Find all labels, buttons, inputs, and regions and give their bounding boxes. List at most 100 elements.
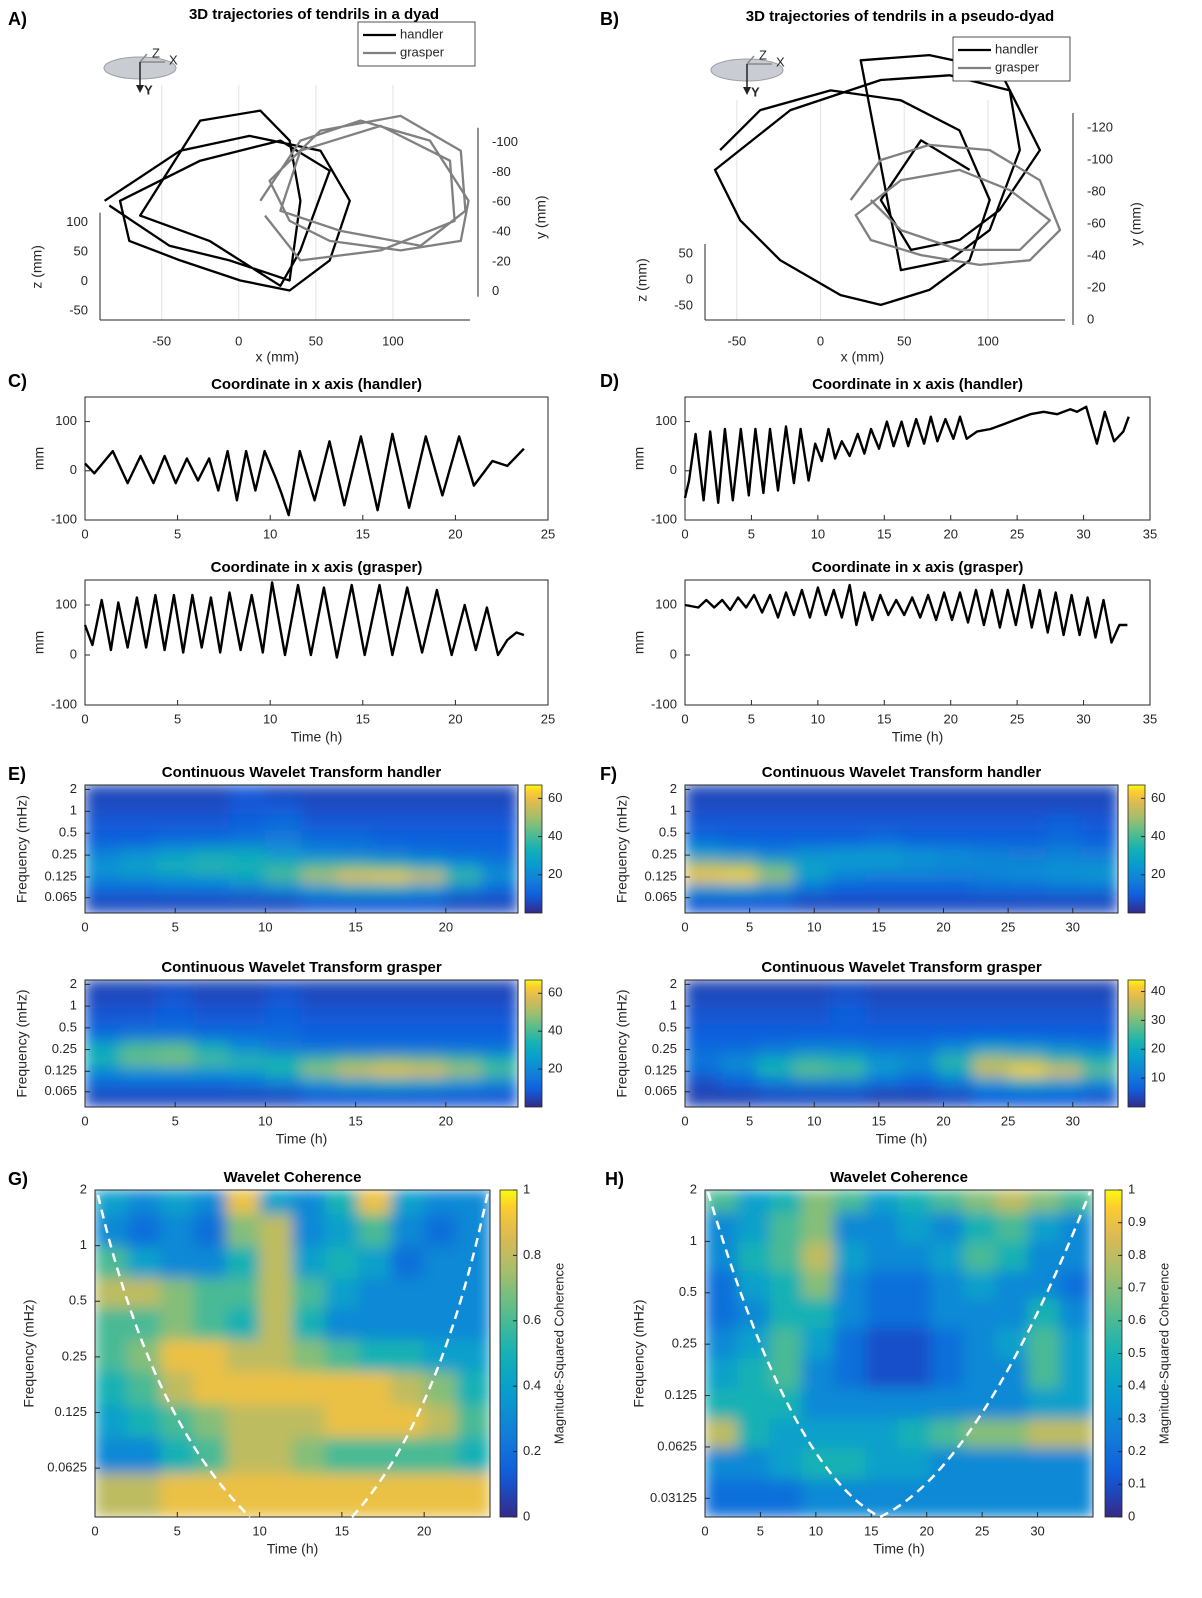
heatmap-cell xyxy=(127,1437,162,1475)
trajectory xyxy=(713,53,1042,307)
heatmap-cell xyxy=(972,1040,1010,1057)
heatmap-cell xyxy=(897,1271,932,1300)
y-tick-label: -100 xyxy=(492,134,518,149)
heatmap-cell xyxy=(936,1008,974,1026)
heatmap-cell xyxy=(897,1479,932,1517)
heatmap-cell xyxy=(85,813,122,832)
legend-box xyxy=(952,36,1071,82)
colorbar-tick-label: 40 xyxy=(548,1023,562,1038)
heatmap-cell xyxy=(373,895,411,913)
heatmap-cell xyxy=(409,813,447,832)
series-line xyxy=(84,432,525,517)
y-tick-label: 0.03125 xyxy=(650,1490,697,1505)
heatmap-cell xyxy=(1027,1479,1061,1517)
heatmap-cell xyxy=(156,1040,194,1057)
heatmap-cell xyxy=(156,785,194,798)
x-axis-label: x (mm) xyxy=(841,349,885,365)
heatmap-cell xyxy=(409,980,447,993)
heatmap-cell xyxy=(1059,1357,1093,1390)
heatmap-cell xyxy=(972,1024,1010,1042)
x-axis-label: Time (h) xyxy=(876,1131,928,1147)
heatmap-cell xyxy=(1045,980,1083,993)
heatmap-cell xyxy=(228,1008,266,1026)
heatmap-cell xyxy=(481,991,518,1010)
heatmap-cell xyxy=(292,1307,326,1341)
y-tick-label: 0.5 xyxy=(69,1293,87,1308)
heatmap-cell xyxy=(445,785,483,798)
heatmap-cell xyxy=(865,846,902,862)
x-tick-label: 5 xyxy=(757,1523,764,1538)
heatmap-cell xyxy=(373,1076,411,1091)
heatmap-cell xyxy=(720,1065,758,1078)
heatmap-cell xyxy=(737,1298,771,1330)
x-tick-label: 20 xyxy=(943,711,957,726)
heatmap-cell xyxy=(337,785,375,798)
y-axis-label: Frequency (mHz) xyxy=(614,795,630,903)
heatmap-cell xyxy=(85,1065,122,1078)
heatmap-cell xyxy=(192,1024,230,1042)
heatmap-cell xyxy=(85,1055,122,1067)
heatmap-cell xyxy=(865,1418,899,1449)
orientation-label: X xyxy=(169,52,178,67)
heatmap-cell xyxy=(264,1008,302,1026)
heatmap-cell xyxy=(865,1190,899,1214)
heatmap-cell xyxy=(95,1307,129,1341)
heatmap-cell xyxy=(127,1473,162,1517)
heatmap-cell xyxy=(865,1076,902,1091)
heatmap-cell xyxy=(228,1089,266,1107)
heatmap-cell xyxy=(737,1242,771,1273)
heatmap-cell xyxy=(930,1271,965,1300)
heatmap-cell xyxy=(901,813,938,832)
heatmap-cell xyxy=(901,785,938,798)
x-tick-label: -50 xyxy=(152,333,171,348)
y-tick-label: 0.125 xyxy=(44,868,77,883)
heatmap-cell xyxy=(160,1371,195,1406)
x-tick-label: 15 xyxy=(335,1523,349,1538)
heatmap-cell xyxy=(481,1089,518,1107)
heatmap-cell xyxy=(901,1008,938,1026)
x-tick-label: 0 xyxy=(701,1523,708,1538)
heatmap-cell xyxy=(936,813,974,832)
heatmap-cell xyxy=(685,1089,722,1107)
y-tick-label: 0 xyxy=(670,462,677,477)
heatmap-cell xyxy=(445,1065,483,1078)
heatmap-cell xyxy=(1081,882,1118,897)
y-tick-label: 100 xyxy=(55,413,77,428)
heatmap-cell xyxy=(324,1307,359,1341)
heatmap-cell xyxy=(292,1246,326,1280)
colorbar-tick-label: 0.2 xyxy=(1128,1443,1146,1458)
heatmap-cell xyxy=(445,860,483,873)
x-tick-label: 15 xyxy=(877,711,891,726)
heatmap-cell xyxy=(409,991,447,1010)
heatmap-cell xyxy=(901,895,938,913)
y-tick-label: -80 xyxy=(492,164,511,179)
heatmap-cell xyxy=(301,991,339,1010)
x-tick-label: 20 xyxy=(417,1523,431,1538)
heatmap-cell xyxy=(756,1040,795,1057)
heatmap-cell xyxy=(1008,1089,1047,1107)
heatmap-cell xyxy=(829,1040,867,1057)
heatmap-cell xyxy=(481,846,518,862)
heatmap-cell xyxy=(456,1404,490,1439)
heatmap-cell xyxy=(226,1278,261,1309)
colorbar-tick-label: 40 xyxy=(1151,828,1165,843)
heatmap-cell xyxy=(901,980,938,993)
heatmap-cell xyxy=(301,813,339,832)
plot-box xyxy=(704,1189,1094,1518)
heatmap-cell xyxy=(930,1212,965,1244)
heatmap-cell xyxy=(95,1473,129,1517)
heatmap-cell xyxy=(829,980,867,993)
heatmap-cell xyxy=(481,882,518,897)
heatmap-cell xyxy=(769,1190,803,1214)
heatmap-cell xyxy=(445,813,483,832)
x-tick-label: 20 xyxy=(936,919,950,934)
y-tick-label: 0 xyxy=(492,283,499,298)
y-tick-label: 1 xyxy=(80,1237,87,1252)
heatmap-cell xyxy=(829,882,867,897)
heatmap-cell xyxy=(865,813,902,832)
heatmap-cell xyxy=(756,1065,795,1078)
heatmap xyxy=(685,980,1118,1107)
chart-title: Wavelet Coherence xyxy=(224,1169,362,1186)
heatmap-cell xyxy=(324,1437,359,1475)
colorbar-tick-label: 0.1 xyxy=(1128,1476,1146,1491)
